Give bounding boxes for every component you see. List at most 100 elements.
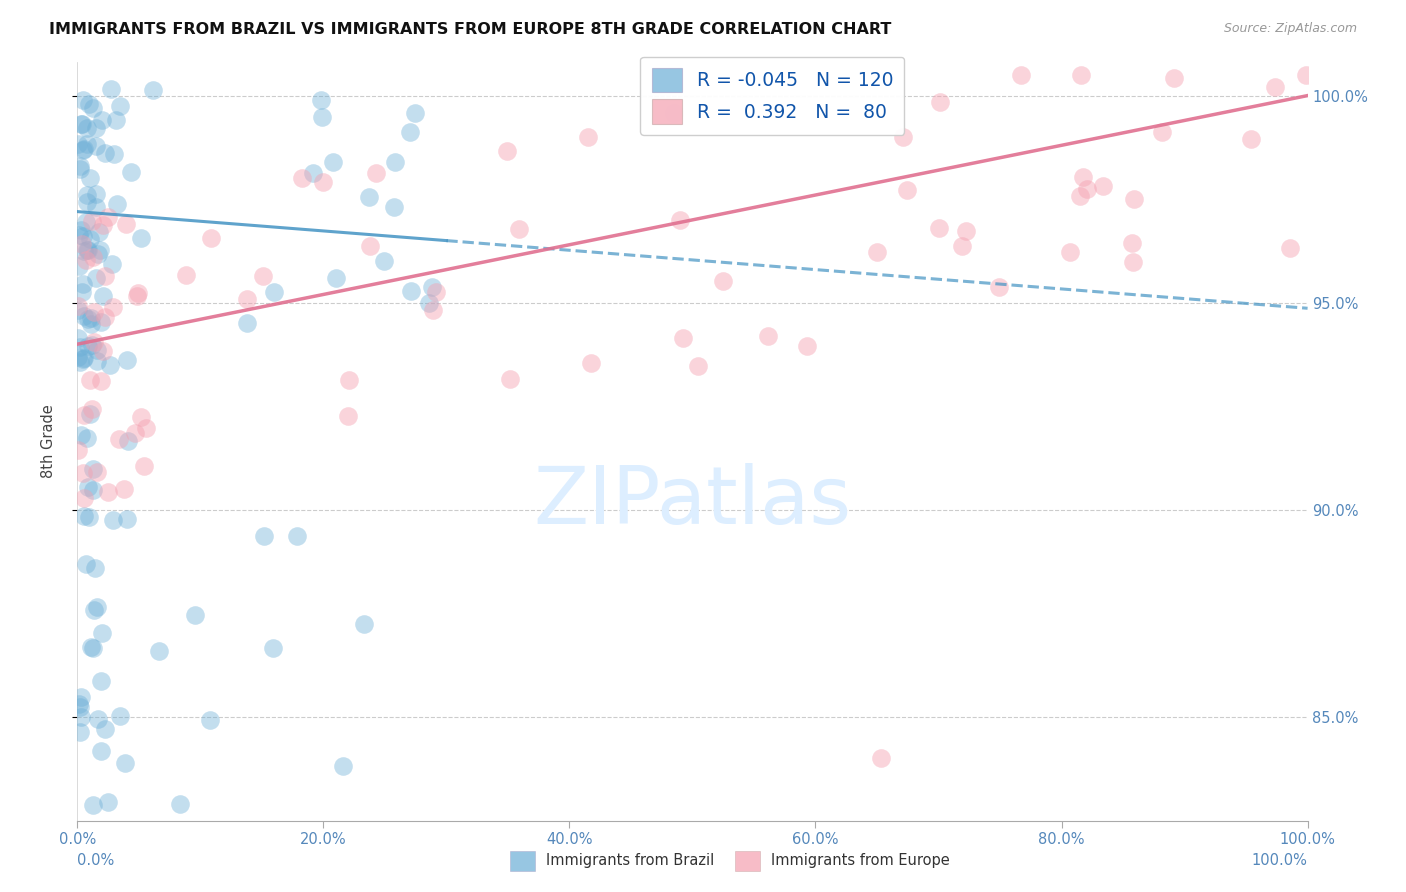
Point bbox=[86, 713, 108, 727]
Point bbox=[135, 421, 157, 435]
Point bbox=[302, 165, 325, 179]
Point bbox=[110, 708, 132, 723]
Point bbox=[69, 162, 91, 177]
Point bbox=[89, 243, 111, 257]
Point bbox=[90, 315, 112, 329]
Point bbox=[66, 137, 89, 152]
Point bbox=[72, 228, 94, 243]
Point bbox=[1240, 132, 1263, 146]
Point bbox=[1163, 70, 1185, 85]
Point bbox=[114, 756, 136, 770]
Point bbox=[73, 244, 96, 258]
Point bbox=[1123, 192, 1146, 206]
Point bbox=[97, 795, 120, 809]
Point bbox=[112, 482, 135, 496]
Point bbox=[73, 491, 96, 505]
Point bbox=[80, 402, 103, 417]
Point bbox=[174, 268, 197, 283]
Point bbox=[67, 259, 90, 273]
Point bbox=[87, 225, 110, 239]
Legend: R = -0.045   N = 120, R =  0.392   N =  80: R = -0.045 N = 120, R = 0.392 N = 80 bbox=[640, 57, 904, 135]
Point bbox=[73, 351, 96, 366]
Point bbox=[309, 93, 332, 107]
Point bbox=[86, 353, 108, 368]
Point bbox=[90, 375, 112, 389]
Point bbox=[325, 271, 347, 285]
Point bbox=[86, 465, 108, 479]
Point bbox=[671, 331, 693, 345]
Point bbox=[312, 175, 335, 189]
Point bbox=[115, 512, 138, 526]
Point bbox=[94, 146, 117, 161]
Point bbox=[79, 373, 101, 387]
Point bbox=[73, 309, 96, 323]
Point bbox=[67, 302, 90, 317]
Point bbox=[80, 317, 103, 331]
Point bbox=[1264, 80, 1286, 95]
Point bbox=[124, 425, 146, 440]
Point bbox=[75, 558, 97, 572]
Point bbox=[72, 466, 94, 480]
Point bbox=[332, 759, 354, 773]
Point bbox=[76, 338, 98, 352]
Point bbox=[384, 155, 406, 169]
Point bbox=[90, 112, 112, 127]
Point bbox=[90, 674, 112, 689]
Point bbox=[499, 372, 522, 386]
Point bbox=[94, 269, 117, 284]
Point bbox=[891, 130, 914, 145]
Point bbox=[87, 246, 110, 260]
Point bbox=[148, 644, 170, 658]
Point bbox=[82, 251, 104, 265]
Point bbox=[235, 293, 257, 307]
Point bbox=[496, 145, 519, 159]
Point bbox=[100, 81, 122, 95]
Point bbox=[76, 243, 98, 257]
Point bbox=[115, 353, 138, 368]
Point bbox=[120, 165, 142, 179]
Point bbox=[108, 432, 131, 446]
Point bbox=[322, 154, 344, 169]
Point bbox=[291, 170, 314, 185]
Point bbox=[86, 200, 108, 214]
Point bbox=[91, 218, 114, 232]
Point bbox=[169, 797, 191, 811]
Point bbox=[183, 607, 205, 622]
Point bbox=[77, 510, 100, 524]
Point bbox=[263, 285, 285, 299]
Point bbox=[84, 187, 107, 202]
Point bbox=[66, 443, 89, 458]
Point bbox=[76, 120, 98, 135]
Point bbox=[353, 616, 375, 631]
Point bbox=[94, 722, 117, 736]
Point bbox=[127, 286, 149, 301]
Point bbox=[1069, 189, 1091, 203]
Point bbox=[75, 252, 97, 267]
Point bbox=[127, 289, 149, 303]
Text: Source: ZipAtlas.com: Source: ZipAtlas.com bbox=[1223, 22, 1357, 36]
Point bbox=[869, 751, 891, 765]
Point bbox=[82, 641, 104, 656]
Point bbox=[1150, 125, 1173, 139]
Point bbox=[1091, 179, 1114, 194]
Point bbox=[1278, 241, 1301, 255]
Point bbox=[82, 101, 104, 115]
Point bbox=[357, 190, 380, 204]
Point bbox=[93, 310, 115, 325]
Point bbox=[359, 239, 381, 253]
Point bbox=[86, 599, 108, 614]
Point bbox=[80, 311, 103, 326]
Point bbox=[399, 285, 422, 299]
Point bbox=[70, 709, 93, 723]
Point bbox=[1076, 181, 1098, 195]
Text: Immigrants from Europe: Immigrants from Europe bbox=[772, 854, 950, 868]
Point bbox=[420, 280, 443, 294]
Y-axis label: 8th Grade: 8th Grade bbox=[42, 405, 56, 478]
Point bbox=[1070, 68, 1092, 82]
Point bbox=[82, 798, 104, 813]
Point bbox=[84, 138, 107, 153]
Point bbox=[131, 409, 153, 424]
Point bbox=[253, 529, 276, 543]
Point bbox=[79, 171, 101, 186]
Point bbox=[73, 141, 96, 155]
